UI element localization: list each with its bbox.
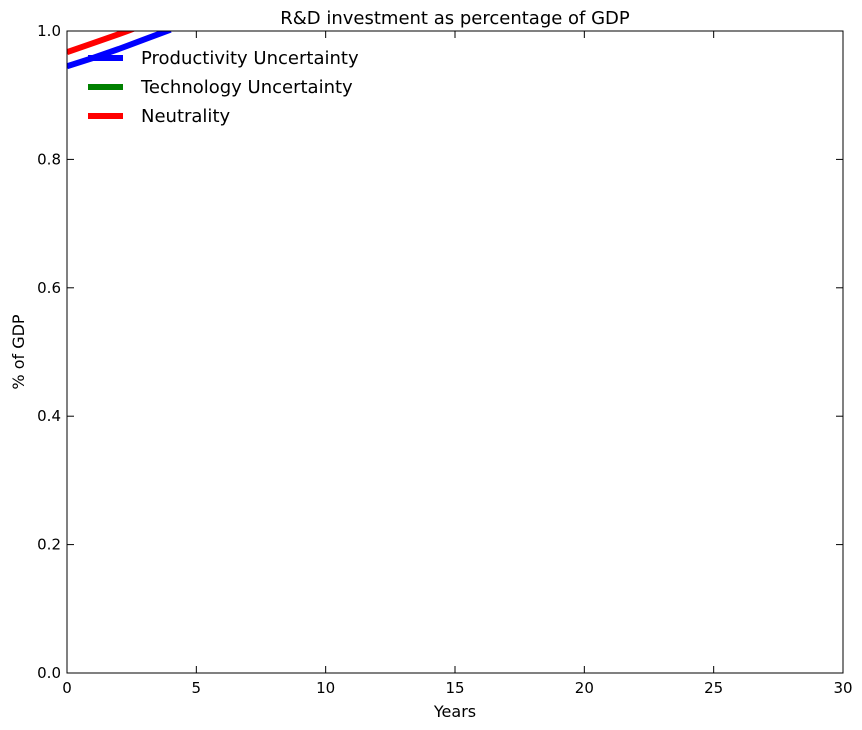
chart-title: R&D investment as percentage of GDP [280, 8, 630, 29]
x-tick-label: 0 [62, 679, 72, 697]
x-tick-label: 5 [192, 679, 202, 697]
y-tick-label: 0.6 [37, 279, 61, 297]
x-tick-label: 30 [833, 679, 852, 697]
y-axis-title: % of GDP [9, 314, 28, 390]
plot-background [67, 31, 843, 673]
ticks-layer: 0 5 10 15 20 25 30 0.0 0.2 0.4 0.6 0.8 1.0 [37, 22, 852, 697]
y-tick-label: 0.4 [37, 407, 61, 425]
x-axis-title: Years [433, 702, 476, 721]
y-tick-label: 0.0 [37, 664, 61, 682]
x-tick-label: 25 [704, 679, 723, 697]
x-tick-label: 15 [445, 679, 464, 697]
y-tick-label: 1.0 [37, 22, 61, 40]
y-tick-label: 0.2 [37, 536, 61, 554]
series-line-0 [67, 31, 172, 70]
legend-label-2: Neutrality [141, 106, 230, 127]
series-line-2 [67, 31, 136, 56]
legend: Productivity Uncertainty Technology Uncer… [88, 48, 359, 127]
legend-label-0: Productivity Uncertainty [141, 48, 359, 69]
series-layer [67, 31, 172, 70]
x-tick-label: 20 [575, 679, 594, 697]
y-tick-label: 0.8 [37, 150, 61, 168]
x-tick-label: 10 [316, 679, 335, 697]
legend-label-1: Technology Uncertainty [140, 77, 353, 98]
